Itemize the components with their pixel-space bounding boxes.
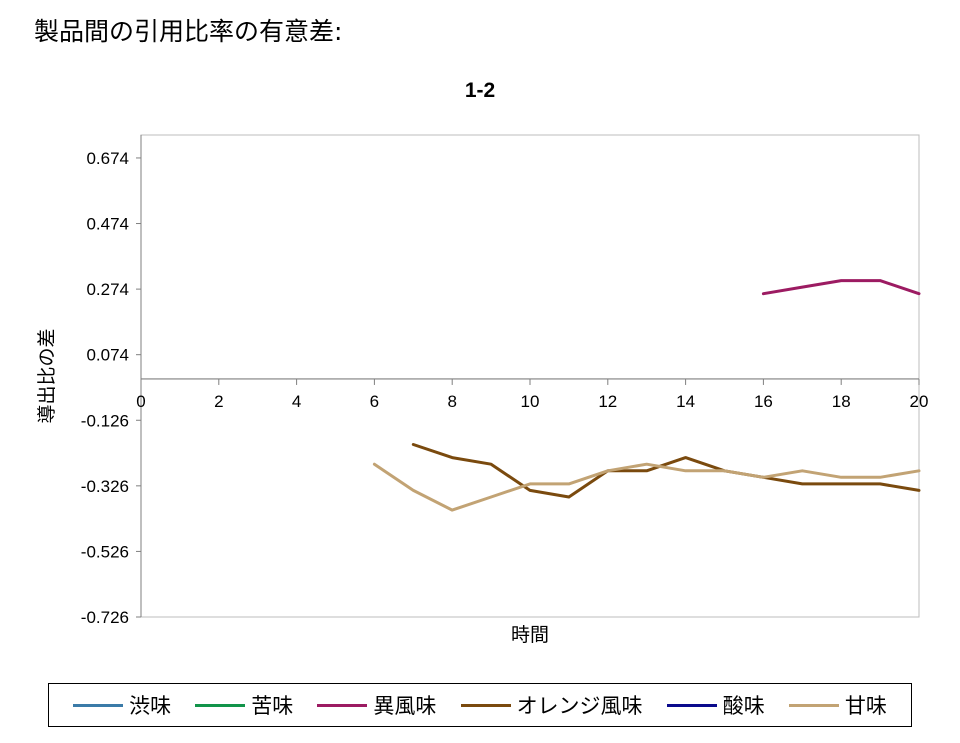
plot-area (140, 134, 920, 618)
x-tick-label: 6 (370, 392, 379, 411)
legend-label: オレンジ風味 (516, 694, 643, 718)
chart-title: 1-2 (465, 79, 495, 102)
legend: 渋味 苦味 異風味 オレンジ風味 酸味 甘味 (48, 683, 912, 727)
x-axis-label: 時間 (511, 624, 549, 646)
axes: 0.674 0.474 0.274 0.074 -0.126 -0.326 -0.526 -0… (81, 135, 929, 627)
page-heading: 製品間の引用比率の有意差: (34, 17, 343, 46)
legend-swatch (317, 703, 368, 707)
legend-item: 甘味 (788, 690, 887, 720)
legend-item: 苦味 (195, 690, 293, 720)
x-tick-label: 20 (910, 392, 929, 411)
y-tick-label: -0.726 (81, 608, 129, 627)
y-tick-label: 0.074 (86, 346, 129, 365)
y-tick-label: 0.674 (86, 149, 129, 168)
legend-swatch (460, 703, 511, 707)
series-line (761, 279, 921, 296)
line-chart: 1-2 0.674 0.474 0.274 0.074 -0.126 -0.326 -0.5… (36, 79, 929, 646)
series-line (372, 462, 921, 512)
legend-swatch (73, 703, 124, 707)
x-tick-label: 12 (598, 392, 617, 411)
legend-label: 苦味 (251, 694, 294, 718)
x-tick-label: 2 (214, 392, 223, 411)
x-tick-label: 8 (447, 392, 456, 411)
y-tick-label: -0.526 (81, 542, 129, 561)
legend-label: 異風味 (373, 694, 437, 718)
series-layer (372, 279, 921, 512)
legend-item: 酸味 (666, 690, 765, 720)
y-tick-label: 0.474 (86, 215, 129, 234)
legend-swatch (195, 703, 246, 707)
legend-swatch (788, 703, 839, 707)
y-axis-label: 導出比の差 (36, 328, 58, 423)
x-tick-label: 16 (754, 392, 773, 411)
x-tick-label: 10 (521, 392, 540, 411)
x-tick-label: 14 (676, 392, 695, 411)
y-tick-label: -0.326 (81, 477, 129, 496)
legend-item: オレンジ風味 (460, 690, 643, 720)
x-tick-label: 0 (136, 392, 145, 411)
x-tick-label: 4 (292, 392, 301, 411)
y-tick-label: 0.274 (86, 280, 129, 299)
y-tick-label: -0.126 (81, 411, 129, 430)
x-tick-label: 18 (832, 392, 851, 411)
legend-label: 渋味 (129, 694, 172, 718)
legend-label: 酸味 (722, 694, 765, 718)
legend-label: 甘味 (844, 694, 887, 718)
legend-swatch (666, 703, 717, 707)
series-line (411, 443, 921, 499)
legend-item: 異風味 (317, 690, 436, 720)
legend-item: 渋味 (73, 690, 171, 720)
